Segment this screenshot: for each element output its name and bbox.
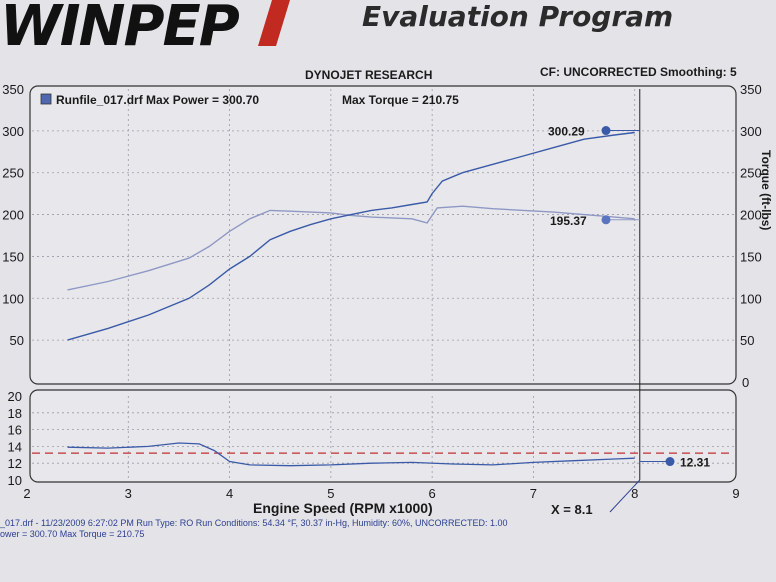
legend-max-torque: Max Torque = 210.75 [342, 93, 459, 107]
left-y-tick-label: 350 [2, 82, 24, 97]
torque-readout-label: 195.37 [550, 214, 587, 228]
footer-line-1: _017.drf - 11/23/2009 6:27:02 PM Run Typ… [0, 518, 508, 528]
afr-curve [67, 442, 635, 467]
right-axis-label: Torque (ft-lbs) [759, 150, 773, 230]
right-y-tick-label: 200 [740, 208, 762, 223]
x-tick-label: 5 [327, 486, 334, 501]
torque-readout-marker [601, 215, 611, 225]
torque-curve [67, 205, 635, 291]
right-y-tick-label: 150 [740, 249, 762, 264]
x-tick-label: 4 [226, 486, 233, 501]
left-y-tick-label: 200 [2, 208, 24, 223]
logo: WINPEP [0, 0, 240, 59]
afr-readout-marker [665, 457, 675, 467]
left-y-tick-label: 50 [10, 333, 24, 348]
power-torque-panel [29, 85, 737, 385]
power-readout-label: 300.29 [548, 125, 585, 139]
x-tick-label: 7 [530, 486, 537, 501]
afr-y-tick-label: 16 [8, 423, 22, 438]
afr-y-tick-label: 12 [8, 456, 22, 471]
x-tick-label: 3 [125, 486, 132, 501]
left-y-tick-label: 300 [2, 124, 24, 139]
x-tick-label: 2 [23, 486, 30, 501]
legend-runfile: Runfile_017.drf Max Power = 300.70 [56, 93, 259, 107]
afr-panel [29, 389, 737, 483]
x-tick-label: 6 [429, 486, 436, 501]
logo-slash-icon [258, 0, 290, 46]
left-y-tick-label: 100 [2, 291, 24, 306]
right-y-tick-label: 250 [740, 166, 762, 181]
afr-y-tick-label: 20 [8, 389, 22, 404]
right-y-tick-label: 100 [740, 291, 762, 306]
company-name: DYNOJET RESEARCH [305, 68, 433, 82]
afr-y-tick-label: 14 [8, 439, 22, 454]
cf-smoothing-status: CF: UNCORRECTED Smoothing: 5 [540, 65, 737, 79]
cursor-pointer-line [609, 479, 641, 513]
footer-line-2: ower = 300.70 Max Torque = 210.75 [0, 529, 145, 539]
power-readout-marker [601, 126, 611, 136]
program-title: Evaluation Program [362, 0, 674, 33]
x-axis-label: Engine Speed (RPM x1000) [253, 500, 433, 516]
left-y-tick-label: 150 [2, 249, 24, 264]
right-y-tick-label: 50 [740, 333, 754, 348]
x-tick-label: 9 [732, 486, 739, 501]
power-curve [67, 131, 635, 341]
afr-y-tick-label: 18 [8, 406, 22, 421]
legend-swatch [40, 93, 52, 105]
x-tick-label: 8 [631, 486, 638, 501]
right-y-tick-label: 0 [742, 375, 749, 390]
afr-y-tick-label: 10 [8, 473, 22, 488]
cursor-x-readout: X = 8.1 [551, 502, 593, 517]
left-y-tick-label: 250 [2, 166, 24, 181]
afr-readout-label: 12.31 [680, 456, 710, 470]
right-y-tick-label: 350 [740, 82, 762, 97]
right-y-tick-label: 300 [740, 124, 762, 139]
run-footer: _017.drf - 11/23/2009 6:27:02 PM Run Typ… [0, 518, 508, 540]
